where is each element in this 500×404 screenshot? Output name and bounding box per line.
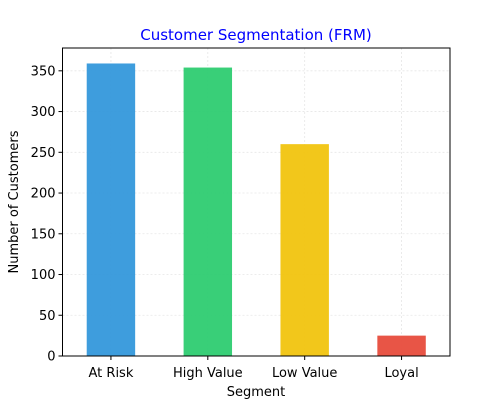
bar-high-value bbox=[183, 67, 233, 357]
y-tick-label: 300 bbox=[31, 105, 56, 120]
y-tick-label: 350 bbox=[31, 64, 56, 79]
y-tick-label: 150 bbox=[31, 227, 56, 242]
x-tick-label: High Value bbox=[173, 366, 243, 381]
bar-low-value bbox=[280, 144, 329, 356]
y-tick-label: 0 bbox=[47, 350, 55, 365]
x-tick-label: Loyal bbox=[384, 366, 418, 381]
y-tick-label: 200 bbox=[31, 187, 56, 202]
bar-loyal bbox=[377, 335, 426, 356]
y-tick-label: 250 bbox=[31, 146, 56, 161]
x-axis-label: Segment bbox=[227, 385, 286, 400]
y-tick-label: 50 bbox=[39, 309, 56, 324]
y-axis-label: Number of Customers bbox=[7, 130, 22, 273]
x-tick-label: At Risk bbox=[89, 366, 134, 381]
y-tick-label: 100 bbox=[31, 268, 56, 283]
bar-at-risk bbox=[86, 63, 136, 357]
x-tick-label: Low Value bbox=[272, 366, 337, 381]
x-axis: At Risk High Value Low Value Loyal bbox=[89, 356, 419, 381]
bars-layer bbox=[86, 63, 426, 357]
chart-title: Customer Segmentation (FRM) bbox=[140, 26, 372, 44]
plot-frame bbox=[62, 47, 451, 357]
y-axis: 0 50 100 150 200 250 300 350 bbox=[31, 64, 63, 365]
